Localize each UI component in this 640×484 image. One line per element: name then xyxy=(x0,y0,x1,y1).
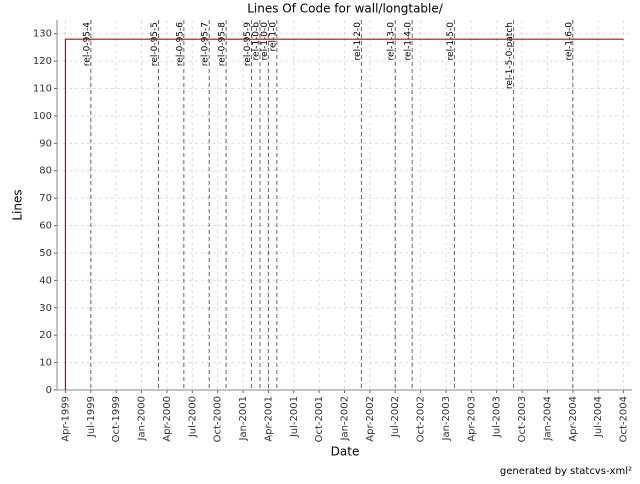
marker-label: rel-1-4-0 xyxy=(404,22,414,61)
y-tick-label: 20 xyxy=(39,330,52,341)
x-tick-label: Apr-1999 xyxy=(60,396,71,442)
y-axis-title: Lines xyxy=(11,189,25,220)
y-tick-label: 60 xyxy=(39,221,52,232)
x-tick-label: Jul-2000 xyxy=(187,396,198,438)
series-line xyxy=(64,38,624,390)
x-tick-label: Apr-2004 xyxy=(568,396,579,442)
marker-label: rel-1-6-0 xyxy=(564,22,574,61)
marker-label: rel-1-2-0 xyxy=(353,22,363,61)
y-tick-label: 10 xyxy=(39,358,52,369)
y-tick-label: 130 xyxy=(33,29,52,40)
y-tick-label: 80 xyxy=(39,166,52,177)
y-tick-label: 40 xyxy=(39,275,52,286)
y-tick-label: 100 xyxy=(33,111,52,122)
x-tick-label: Oct-2003 xyxy=(517,396,528,442)
y-tick-label: 90 xyxy=(39,138,52,149)
marker-label: rel-0-95-6 xyxy=(175,22,185,66)
x-axis-title: Date xyxy=(331,445,360,459)
y-tick-label: 0 xyxy=(46,385,52,396)
marker-label: rel-0-95-4 xyxy=(82,22,92,66)
footer: generated by statcvs-xml² xyxy=(500,466,632,477)
x-tick-label: Jan-2000 xyxy=(137,396,148,441)
x-tick-label: Apr-2003 xyxy=(466,396,477,442)
x-tick-label: Apr-2000 xyxy=(162,396,173,442)
marker-label: rel-1-0-0 xyxy=(260,22,270,61)
marker-label: rel-0-95-7 xyxy=(201,22,211,66)
x-tick-label: Oct-2004 xyxy=(619,396,630,442)
marker-label: rel-1-5-0 xyxy=(446,22,456,61)
y-tick-label: 110 xyxy=(33,84,52,95)
x-tick-label: Jan-2002 xyxy=(340,396,351,441)
marker-label: rel-1-5-0-patch xyxy=(505,22,515,89)
x-tick-label: Oct-2001 xyxy=(314,396,325,442)
x-tick-label: Jan-2004 xyxy=(542,396,553,441)
x-tick-label: Jul-2002 xyxy=(390,396,401,438)
marker-label: rel-0-95-8 xyxy=(218,22,228,66)
x-tick-label: Jan-2001 xyxy=(238,396,249,441)
x-tick-label: Oct-1999 xyxy=(111,396,122,442)
x-tick-label: Jan-2003 xyxy=(441,396,452,441)
x-tick-label: Oct-2000 xyxy=(213,396,224,442)
marker-label: rel-0-95-5 xyxy=(150,22,160,66)
x-tick-label: Apr-2001 xyxy=(263,396,274,442)
x-tick-label: Jul-1999 xyxy=(86,396,97,438)
x-tick-label: Jul-2003 xyxy=(492,396,503,438)
y-tick-label: 50 xyxy=(39,248,52,259)
y-tick-label: 120 xyxy=(33,56,52,67)
x-tick-label: Jul-2004 xyxy=(593,396,604,438)
x-tick-label: Apr-2002 xyxy=(365,396,376,442)
marker-label: rel-1-0-b xyxy=(251,22,261,61)
chart-title: Lines Of Code for wall/longtable/ xyxy=(247,2,444,16)
x-tick-label: Jul-2001 xyxy=(289,396,300,438)
marker-label: rel-0-95-9 xyxy=(243,22,253,66)
y-tick-label: 30 xyxy=(39,303,52,314)
x-tick-label: Oct-2002 xyxy=(416,396,427,442)
marker-label: rel-1-0 xyxy=(268,22,278,52)
y-tick-label: 70 xyxy=(39,193,52,204)
marker-label: rel-1-3-0 xyxy=(387,22,397,61)
